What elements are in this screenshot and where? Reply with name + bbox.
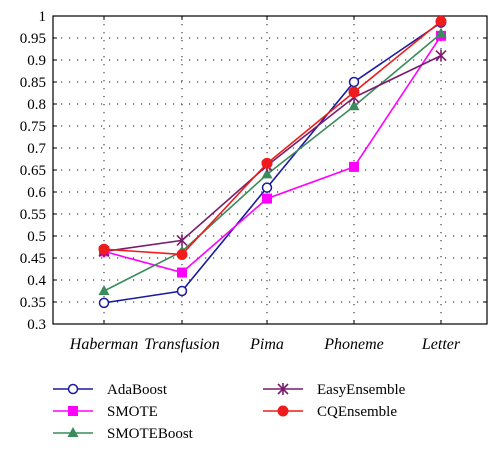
y-tick-label: 0.85 bbox=[20, 75, 46, 91]
y-tick-label: 0.95 bbox=[20, 31, 46, 47]
data-point-cqensemble bbox=[176, 248, 188, 260]
x-tick-label: Pima bbox=[249, 336, 284, 353]
data-point-easyensemble bbox=[435, 49, 447, 62]
grid-layer bbox=[53, 16, 487, 324]
data-point-smoteboost bbox=[348, 100, 360, 111]
series-line-smote bbox=[103, 35, 442, 274]
legend-label: SMOTEBoost bbox=[107, 426, 194, 442]
legend-item-cqensemble: CQEnsemble bbox=[263, 404, 397, 420]
data-point-smoteboost bbox=[435, 27, 447, 38]
data-point-smoteboost bbox=[261, 168, 273, 179]
data-point-cqensemble bbox=[98, 243, 110, 255]
data-point-smoteboost bbox=[98, 285, 110, 295]
data-point-adaboost bbox=[261, 182, 273, 193]
data-point-adaboost bbox=[348, 76, 360, 88]
y-tick-label: 1 bbox=[39, 9, 47, 25]
x-tick-label: Phoneme bbox=[323, 336, 384, 353]
series-line-easyensemble bbox=[103, 54, 442, 253]
x-tick-label: Haberman bbox=[69, 336, 138, 353]
data-point-adaboost bbox=[176, 285, 188, 297]
legend-item-easyensemble: EasyEnsemble bbox=[263, 382, 406, 398]
data-point-smote bbox=[349, 161, 359, 172]
data-point-easyensemble bbox=[176, 234, 188, 247]
y-tick-label: 0.4 bbox=[27, 273, 46, 289]
legend-marker bbox=[67, 427, 79, 437]
y-tick-label: 0.9 bbox=[27, 53, 46, 69]
y-tick-label: 0.55 bbox=[20, 207, 46, 223]
y-tick-label: 0.6 bbox=[27, 185, 46, 201]
series-layer bbox=[98, 15, 447, 309]
series-line-adaboost bbox=[103, 21, 442, 304]
legend-item-adaboost: AdaBoost bbox=[53, 382, 168, 398]
data-point-cqensemble bbox=[435, 15, 447, 27]
legend-item-smote: SMOTE bbox=[53, 404, 158, 420]
x-tick-label: Transfusion bbox=[144, 336, 220, 353]
legend-marker bbox=[277, 405, 289, 417]
x-axis: Haberman Transfusion Pima Phoneme Letter bbox=[69, 16, 461, 353]
y-tick-label: 0.65 bbox=[20, 163, 46, 179]
y-tick-label: 0.5 bbox=[27, 229, 46, 245]
legend-marker bbox=[68, 406, 78, 416]
legend-label: CQEnsemble bbox=[317, 404, 397, 420]
data-point-cqensemble bbox=[261, 157, 273, 169]
legend-label: SMOTE bbox=[107, 404, 158, 420]
legend-marker bbox=[277, 383, 289, 395]
y-tick-label: 0.45 bbox=[20, 251, 46, 267]
data-point-adaboost bbox=[98, 297, 110, 309]
y-tick-label: 0.75 bbox=[20, 119, 46, 135]
legend: AdaBoost EasyEnsemble SMOTE CQEnsemble SMOTE… bbox=[53, 382, 406, 442]
legend-marker bbox=[67, 383, 79, 395]
y-tick-label: 0.3 bbox=[27, 317, 46, 333]
legend-label: EasyEnsemble bbox=[317, 382, 406, 398]
data-point-cqensemble bbox=[348, 86, 360, 98]
y-tick-label: 0.35 bbox=[20, 295, 46, 311]
y-tick-label: 0.7 bbox=[27, 141, 46, 157]
data-point-smote bbox=[262, 193, 272, 204]
legend-item-smoteboost: SMOTEBoost bbox=[53, 426, 194, 442]
y-axis: 0.3 0.35 0.4 0.45 0.5 0.55 0.6 0.65 0.7 0.75 0.8 0.… bbox=[20, 9, 487, 333]
x-tick-label: Letter bbox=[421, 336, 461, 353]
y-tick-label: 0.8 bbox=[27, 97, 46, 113]
data-point-smote bbox=[177, 267, 187, 278]
legend-label: AdaBoost bbox=[107, 382, 168, 398]
